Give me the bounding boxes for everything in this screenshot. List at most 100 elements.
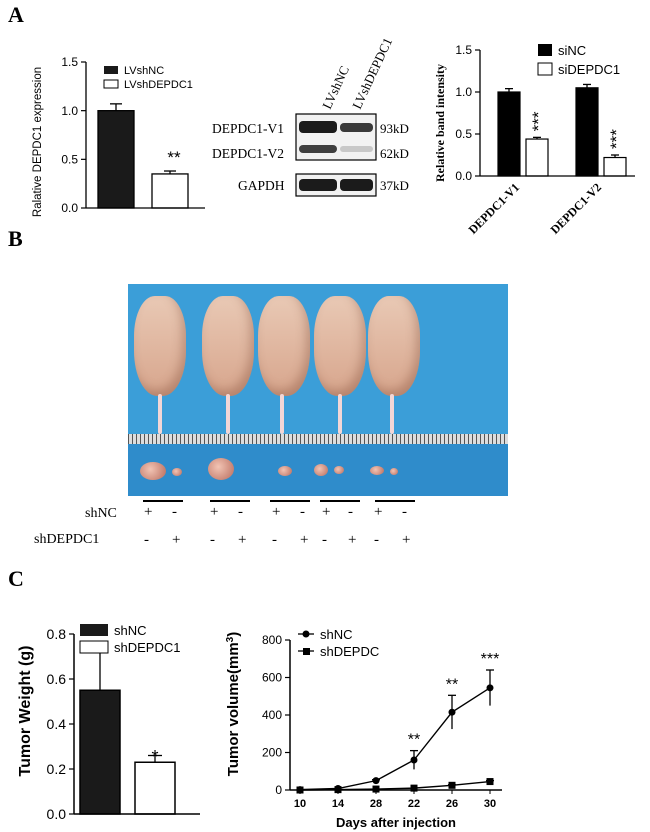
- western-blot: LVshNC LVshDEPDC1 DEPDC1-V1 DEPDC1-V2 GA…: [210, 0, 430, 210]
- point-shdepdc: [296, 786, 304, 794]
- y-axis-label-main: Tumor volume(mm: [225, 642, 242, 776]
- significance-mark: *: [151, 747, 158, 767]
- shnc-sign: -: [238, 504, 243, 520]
- bar-sidepdc1: [525, 138, 549, 177]
- shdepdc1-sign: +: [348, 532, 357, 548]
- legend-label-shdepdc1: shDEPDC1: [114, 640, 180, 655]
- legend-label-shnc: shNC: [114, 623, 147, 638]
- band-v2-lane1: [299, 145, 337, 153]
- shdepdc1-sign: -: [144, 532, 149, 548]
- y-tick-label: 0.0: [47, 806, 67, 822]
- significance-mark: ***: [481, 651, 500, 668]
- mouse-4: [314, 296, 366, 396]
- blot-size-62kd: 62kD: [380, 146, 409, 161]
- tumor-tray: [128, 444, 508, 496]
- y-axis-label-end: ): [225, 632, 242, 637]
- band-gapdh-lane2: [340, 179, 373, 191]
- blot-size-37kd: 37kD: [380, 178, 409, 193]
- y-tick-label: 0.0: [61, 201, 78, 215]
- significance-mark: **: [446, 676, 458, 693]
- shnc-sign: +: [210, 504, 219, 520]
- y-axis-label: Tumor volume(mm3): [225, 632, 243, 776]
- mouse-5: [368, 296, 420, 396]
- shnc-sign: -: [300, 504, 305, 520]
- band-gapdh-lane1: [299, 179, 337, 191]
- x-tick-label: 14: [332, 798, 345, 810]
- x-tick-label: 26: [446, 798, 458, 810]
- x-tick-label: 10: [294, 798, 306, 810]
- legend-swatch-lvshdepdc1: [103, 79, 119, 89]
- significance-mark: **: [167, 148, 181, 167]
- y-axis-label: Relative band intensity: [433, 64, 447, 182]
- y-tick-label: 1.5: [455, 43, 472, 57]
- y-tick-label: 1.0: [61, 104, 78, 118]
- legend-swatch-sidepdc1: [537, 62, 553, 76]
- band-v1-lane2: [340, 123, 373, 132]
- legend-label-lvshdepdc1: LVshDEPDC1: [124, 79, 193, 91]
- shdepdc1-sign: -: [272, 532, 277, 548]
- category-label-v1: DEPDC1-V1: [466, 180, 523, 237]
- point-shnc: [448, 708, 456, 716]
- y-axis-label: Tumor Weight (g): [17, 646, 34, 777]
- y-tick-label: 0: [275, 783, 282, 797]
- x-tick-label: 22: [408, 798, 420, 810]
- shdepdc1-sign: -: [322, 532, 327, 548]
- blot-row-label-v2: DEPDC1-V2: [212, 146, 284, 161]
- point-shnc: [486, 684, 494, 692]
- y-tick-label: 0.4: [47, 716, 67, 732]
- row-label-shdepdc1: shDEPDC1: [34, 532, 100, 547]
- point-shdepdc: [372, 785, 380, 793]
- mice-tumor-photo: [128, 284, 508, 496]
- point-shnc: [410, 756, 418, 764]
- legend-swatch-lvshnc: [104, 66, 118, 74]
- panel-a-label: A: [8, 2, 24, 27]
- point-shdepdc: [486, 778, 494, 786]
- bar-lvshdepdc1: [151, 173, 189, 209]
- shnc-sign: +: [144, 504, 153, 520]
- blot-row-label-gapdh: GAPDH: [238, 178, 285, 193]
- shnc-sign: +: [374, 504, 383, 520]
- bar-sidepdc1: [603, 156, 627, 177]
- legend-label-lvshnc: LVshNC: [124, 65, 164, 77]
- legend-label-shnc: shNC: [320, 627, 353, 642]
- y-tick-label: 600: [262, 671, 282, 685]
- shnc-sign: -: [348, 504, 353, 520]
- mouse-3: [258, 296, 310, 396]
- bar-sinc: [497, 91, 521, 177]
- shnc-sign: -: [402, 504, 407, 520]
- x-tick-label: 30: [484, 798, 496, 810]
- shnc-sign: +: [322, 504, 331, 520]
- band-v1-lane1: [299, 121, 337, 133]
- legend-swatch-shdepdc1: [79, 640, 109, 654]
- blot-size-93kd: 93kD: [380, 121, 409, 136]
- y-tick-label: 1.0: [455, 85, 472, 99]
- blot-row-label-v1: DEPDC1-V1: [212, 121, 284, 136]
- y-tick-label: 0.5: [455, 127, 472, 141]
- blot-lane-label-lvshdepdc1: LVshDEPDC1: [349, 35, 395, 111]
- bar-shdepdc1: [134, 761, 176, 815]
- shdepdc1-sign: -: [210, 532, 215, 548]
- panel-a-expression-chart: Ralative DEPDC1 expression 0.00.51.01.5 …: [32, 55, 205, 217]
- y-tick-label: 1.5: [61, 55, 78, 69]
- mouse-2: [202, 296, 254, 396]
- mouse-1: [134, 296, 186, 396]
- shdepdc1-sign: +: [402, 532, 411, 548]
- y-tick-label: 0.8: [47, 626, 67, 642]
- point-shdepdc: [410, 784, 418, 792]
- panel-c-label: C: [8, 566, 24, 591]
- point-shdepdc: [334, 786, 342, 794]
- shdepdc1-sign: +: [238, 532, 247, 548]
- y-tick-label: 0.6: [47, 671, 67, 687]
- shdepdc1-sign: +: [300, 532, 309, 548]
- point-shdepdc: [448, 781, 456, 789]
- y-tick-label: 800: [262, 633, 282, 647]
- y-tick-label: 0.0: [455, 169, 472, 183]
- y-axis-label: Ralative DEPDC1 expression: [32, 67, 44, 217]
- row-label-shnc: shNC: [85, 506, 117, 521]
- point-shnc: [372, 777, 380, 785]
- y-tick-label: 400: [262, 708, 282, 722]
- panel-b-label: B: [8, 226, 23, 251]
- legend-swatch-sinc: [538, 44, 552, 56]
- y-tick-label: 200: [262, 746, 282, 760]
- y-tick-label: 0.2: [47, 761, 67, 777]
